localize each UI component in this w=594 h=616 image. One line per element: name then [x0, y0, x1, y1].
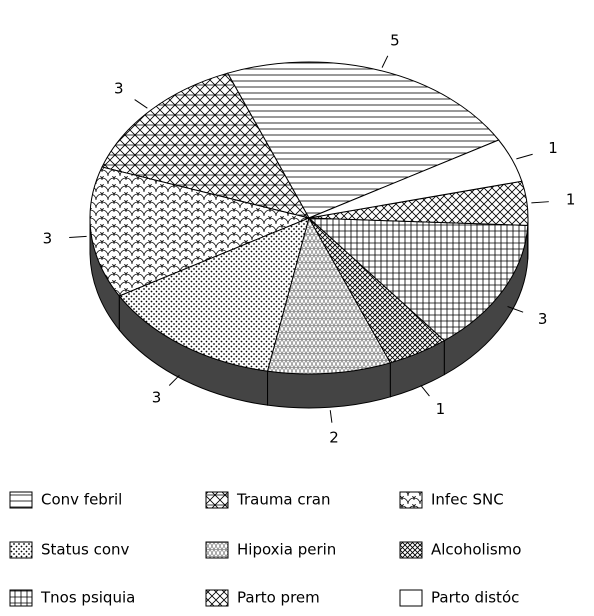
legend-label: Status conv — [41, 541, 129, 559]
legend-label: Hipoxia perin — [237, 541, 336, 559]
leader-line — [381, 55, 389, 68]
legend-label: Infec SNC — [431, 491, 504, 509]
data-label: 3 — [114, 79, 124, 97]
legend-label: Parto prem — [237, 589, 320, 607]
legend-swatch — [205, 541, 229, 559]
legend-swatch — [9, 491, 33, 509]
leader-line — [329, 410, 333, 423]
pie-slice — [89, 166, 311, 297]
legend-label: Parto distóc — [431, 589, 519, 607]
pie-slice — [101, 72, 311, 219]
pie-slice — [266, 216, 392, 375]
data-label: 3 — [43, 230, 53, 248]
legend-swatch — [399, 541, 423, 559]
data-label: 1 — [436, 400, 446, 418]
legend-swatch — [399, 491, 423, 509]
legend-swatch — [9, 589, 33, 607]
data-label: 1 — [548, 139, 558, 157]
leader-line — [531, 201, 549, 204]
legend-swatch — [399, 589, 423, 607]
pie-slice — [308, 139, 523, 219]
legend-label: Trauma cran — [236, 491, 331, 509]
data-label: 3 — [538, 310, 548, 328]
leader-line — [516, 153, 533, 160]
leader-line — [69, 235, 87, 239]
leader-line — [420, 384, 430, 397]
leader-line — [507, 306, 524, 313]
pie-slice — [307, 217, 529, 342]
leader-line — [168, 374, 180, 386]
data-label: 2 — [329, 429, 339, 447]
data-label: 3 — [152, 389, 162, 407]
legend-swatch — [205, 589, 229, 607]
legend-swatch — [9, 541, 33, 559]
data-label: 1 — [566, 191, 576, 209]
legend-label: Alcoholismo — [431, 541, 521, 559]
leader-line — [134, 99, 148, 109]
legend-label: Tnos psiquia — [40, 589, 135, 607]
pie-slice — [226, 61, 500, 219]
legend-swatch — [205, 491, 229, 509]
pie-slice — [118, 217, 310, 372]
data-label: 5 — [390, 32, 400, 50]
legend-label: Conv febril — [41, 491, 122, 509]
